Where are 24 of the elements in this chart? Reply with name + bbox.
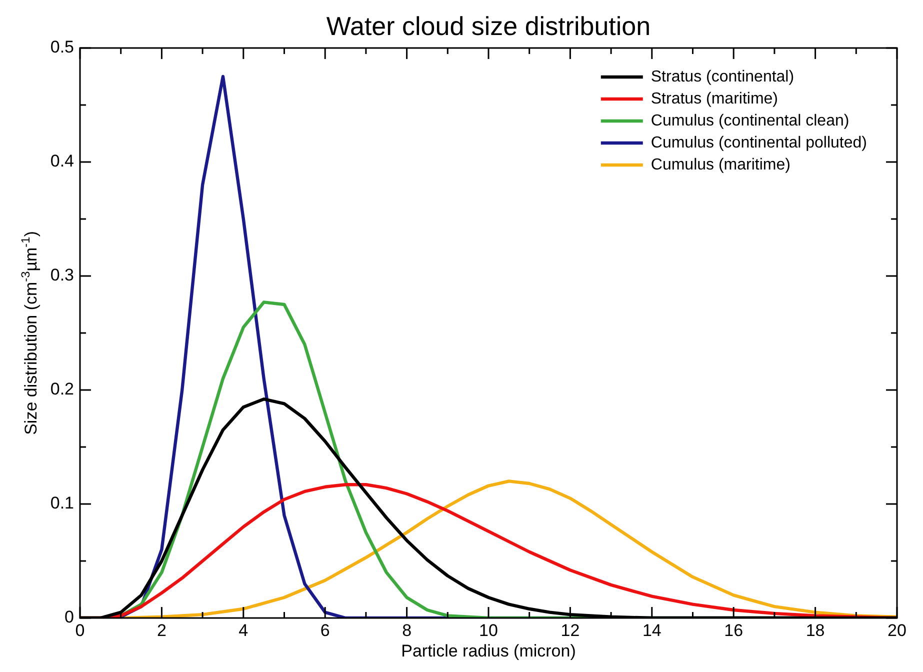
legend-label: Cumulus (continental polluted) xyxy=(650,134,868,152)
x-tick-label: 10 xyxy=(479,621,498,640)
legend-label: Stratus (maritime) xyxy=(650,90,778,108)
x-tick-label: 8 xyxy=(402,621,412,640)
x-tick-label: 18 xyxy=(806,621,825,640)
x-tick-label: 20 xyxy=(888,621,906,640)
x-tick-label: 2 xyxy=(156,621,166,640)
x-tick-label: 4 xyxy=(238,621,248,640)
y-tick-label: 0.3 xyxy=(50,266,74,285)
chart-title: Water cloud size distribution xyxy=(326,11,651,42)
legend-label: Cumulus (continental clean) xyxy=(650,112,850,130)
x-tick-label: 16 xyxy=(724,621,744,640)
x-axis-title: Particle radius (micron) xyxy=(401,642,576,661)
y-tick-label: 0 xyxy=(64,608,74,627)
y-tick-label: 0.1 xyxy=(50,494,74,513)
x-tick-label: 14 xyxy=(642,621,662,640)
x-tick-label: 6 xyxy=(320,621,330,640)
y-tick-label: 0.4 xyxy=(50,152,74,171)
legend-label: Cumulus (maritime) xyxy=(650,156,790,174)
legend-label: Stratus (continental) xyxy=(650,68,794,86)
x-tick-label: 12 xyxy=(560,621,580,640)
y-tick-label: 0.2 xyxy=(50,380,74,399)
y-axis-title: Size distribution (cm-3µm-1) xyxy=(18,231,41,435)
y-tick-label: 0.5 xyxy=(50,38,74,57)
